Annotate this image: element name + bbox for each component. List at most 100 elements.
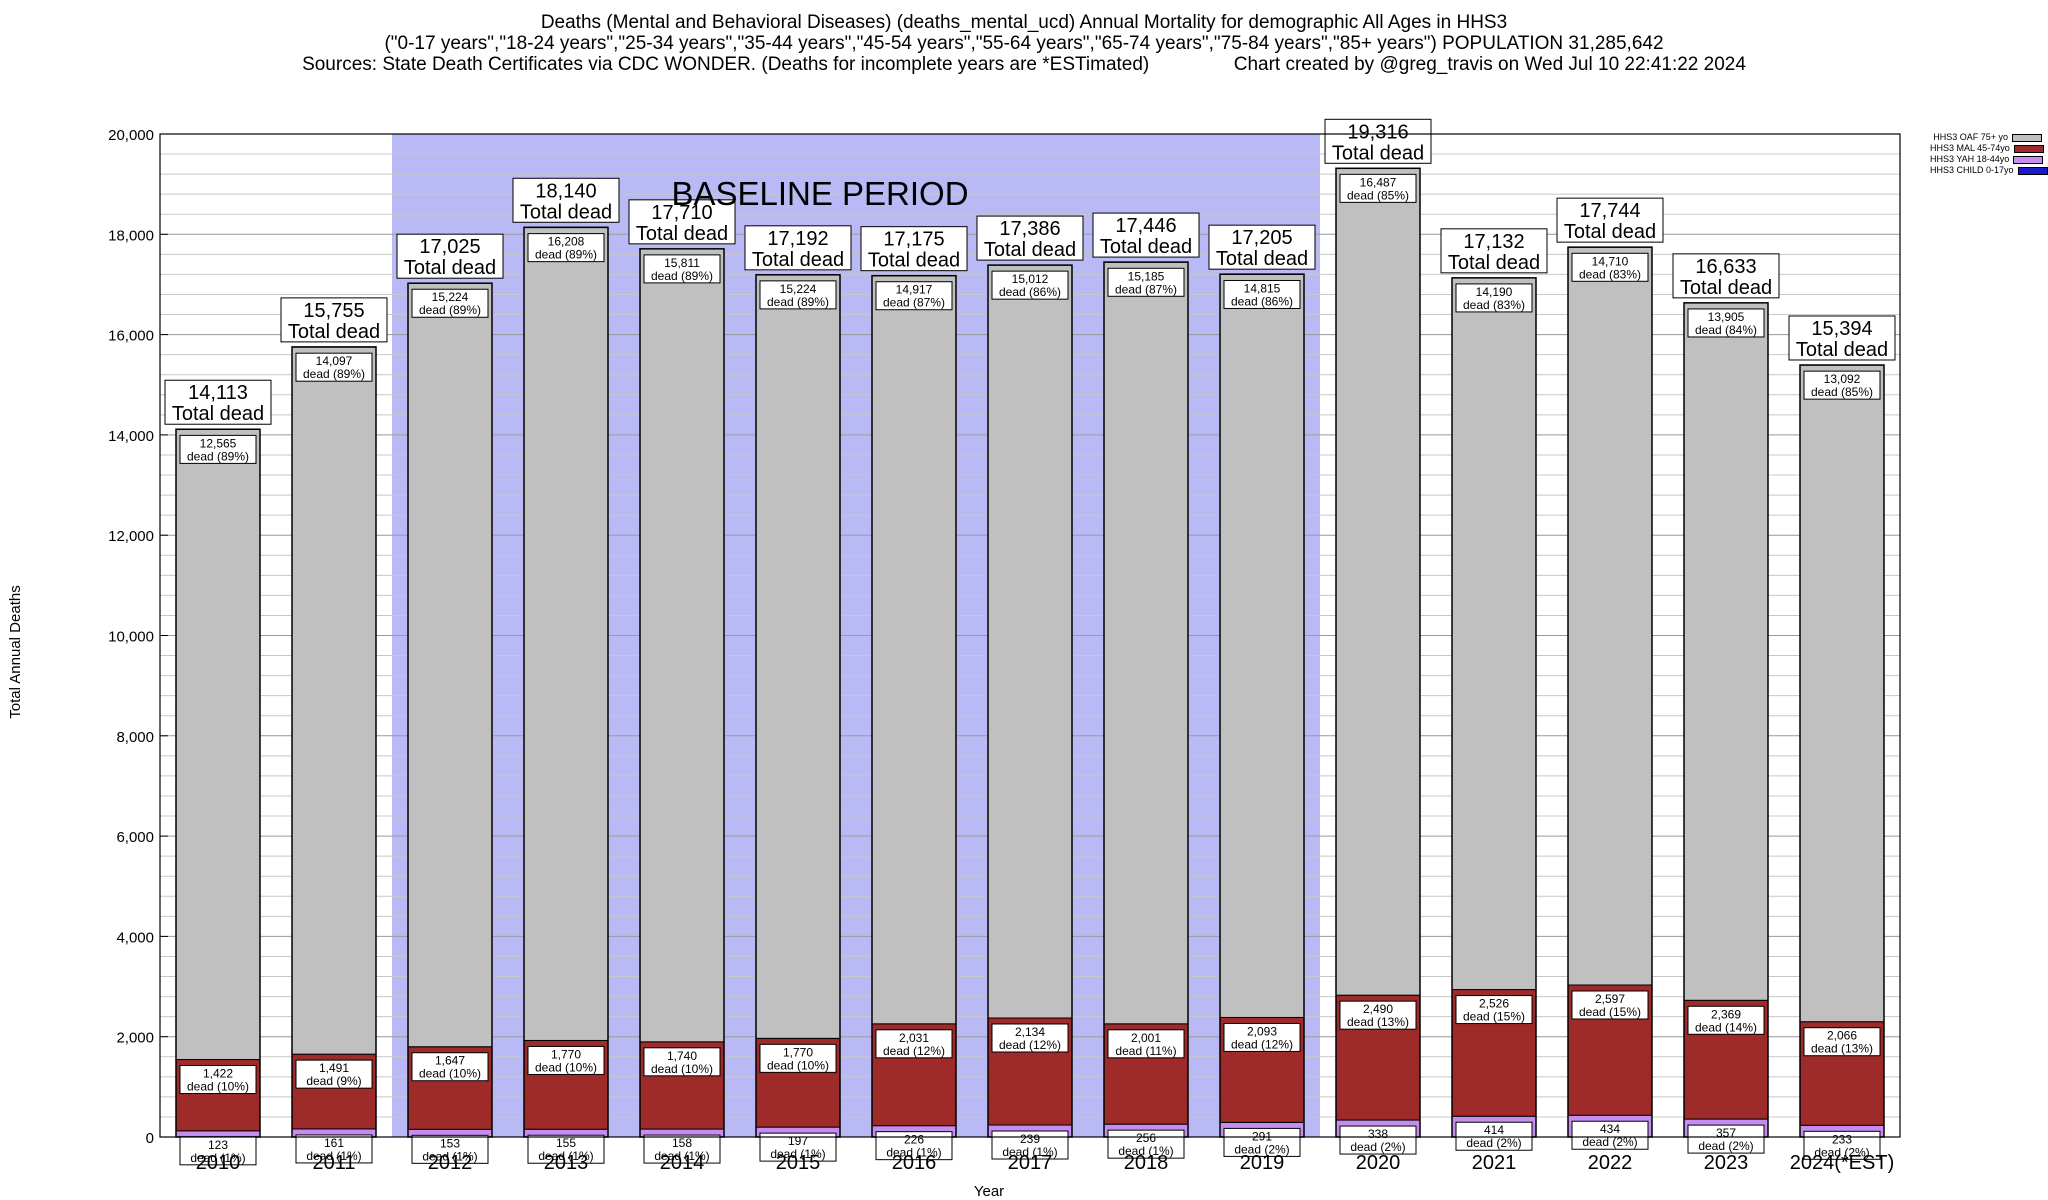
bar-segment [523, 227, 609, 1041]
segment-pct-label: dead (2%) [1698, 1139, 1753, 1153]
total-value-label: 17,205 [1231, 227, 1292, 249]
y-tick-label: 16,000 [108, 328, 154, 345]
total-label-box [1440, 228, 1548, 274]
total-suffix-label: Total dead [520, 201, 612, 223]
legend-swatch [2017, 166, 2048, 175]
y-tick-label: 2,000 [116, 1030, 154, 1047]
x-tick-label: 2023 [1704, 1152, 1749, 1174]
segment-value-label: 16,487 [1360, 175, 1397, 189]
segment-pct-label: dead (89%) [187, 449, 249, 463]
total-value-label: 17,710 [651, 202, 712, 224]
legend-swatch [2012, 133, 2042, 142]
total-label-box [164, 379, 272, 425]
x-tick-label: 2010 [196, 1152, 241, 1174]
total-label-box [1208, 224, 1316, 270]
segment-label-box [527, 1045, 605, 1075]
segment-label-box [643, 1047, 721, 1077]
total-label-box [628, 199, 736, 245]
segment-pct-label: dead (1%) [1118, 1144, 1173, 1158]
segment-pct-label: dead (10%) [651, 1062, 713, 1076]
chart-legend: HHS3 OAF 75+ yo HHS3 MAL 45-74yo HHS3 YA… [1930, 132, 2048, 176]
y-tick-label: 10,000 [108, 629, 154, 646]
segment-label-box [1455, 283, 1533, 313]
segment-value-label: 256 [1136, 1131, 1156, 1145]
segment-pct-label: dead (1%) [770, 1147, 825, 1161]
total-label-box [1788, 315, 1896, 361]
total-suffix-label: Total dead [1564, 221, 1656, 243]
segment-label-box [179, 1136, 257, 1166]
segment-value-label: 1,770 [783, 1045, 813, 1059]
segment-label-box [1339, 1000, 1417, 1030]
total-suffix-label: Total dead [404, 257, 496, 279]
segment-value-label: 14,190 [1476, 285, 1513, 299]
segment-pct-label: dead (89%) [767, 295, 829, 309]
segment-value-label: 16,208 [548, 235, 585, 249]
segment-value-label: 1,647 [435, 1054, 465, 1068]
total-suffix-label: Total dead [636, 223, 728, 245]
x-tick-label: 2015 [776, 1152, 821, 1174]
segment-value-label: 13,905 [1708, 310, 1745, 324]
segment-value-label: 15,811 [664, 256, 700, 270]
segment-label-box [1339, 173, 1417, 203]
segment-pct-label: dead (12%) [883, 1044, 945, 1058]
segment-value-label: 2,490 [1363, 1002, 1393, 1016]
segment-label-box [759, 280, 837, 310]
segment-pct-label: dead (13%) [1347, 1015, 1409, 1029]
segment-value-label: 233 [1832, 1132, 1852, 1146]
bar-segment [175, 1130, 261, 1138]
segment-label-box [1339, 1125, 1417, 1155]
total-suffix-label: Total dead [172, 403, 264, 425]
bar-segment [1451, 277, 1537, 991]
total-value-label: 17,175 [883, 229, 944, 251]
segment-value-label: 226 [904, 1133, 924, 1147]
segment-pct-label: dead (1%) [1002, 1145, 1057, 1159]
y-tick-label: 20,000 [108, 127, 154, 144]
segment-label-box [411, 288, 489, 318]
total-value-label: 15,394 [1811, 318, 1872, 340]
segment-pct-label: dead (10%) [767, 1058, 829, 1072]
segment-value-label: 1,740 [667, 1049, 697, 1063]
chart-title-line-1: Deaths (Mental and Behavioral Diseases) … [540, 12, 1508, 33]
segment-value-label: 2,369 [1711, 1007, 1741, 1021]
segment-label-box [295, 1059, 373, 1089]
total-value-label: 17,132 [1463, 231, 1524, 253]
segment-pct-label: dead (13%) [1811, 1042, 1873, 1056]
segment-pct-label: dead (89%) [535, 248, 597, 262]
segment-pct-label: dead (12%) [999, 1038, 1061, 1052]
segment-pct-label: dead (10%) [419, 1067, 481, 1081]
chart-title-line-3: Sources: State Death Certificates via CD… [302, 54, 1746, 75]
segment-pct-label: dead (86%) [1231, 294, 1293, 308]
bar-segment [291, 346, 377, 1055]
segment-label-box [295, 1134, 373, 1164]
segment-pct-label: dead (1%) [422, 1149, 477, 1163]
segment-pct-label: dead (83%) [1579, 267, 1641, 281]
total-label-box [976, 215, 1084, 261]
x-tick-label: 2021 [1472, 1152, 1517, 1174]
segment-label-box [875, 1029, 953, 1059]
bar-segment [1799, 364, 1885, 1023]
bar-segment [987, 264, 1073, 1019]
segment-label-box [411, 1052, 489, 1082]
segment-label-box [179, 1065, 257, 1095]
total-value-label: 17,386 [999, 218, 1060, 240]
y-tick-label: 6,000 [116, 829, 154, 846]
x-tick-label: 2017 [1008, 1152, 1053, 1174]
total-value-label: 14,113 [188, 382, 248, 404]
segment-value-label: 1,422 [203, 1067, 233, 1081]
segment-label-box [1223, 279, 1301, 309]
legend-label: HHS3 YAH 18-44yo [1930, 154, 2010, 164]
total-label-box [1556, 197, 1664, 243]
segment-value-label: 13,092 [1824, 372, 1861, 386]
segment-value-label: 414 [1484, 1123, 1504, 1137]
segment-pct-label: dead (84%) [1695, 323, 1757, 337]
segment-label-box [1455, 995, 1533, 1025]
x-tick-label: 2014 [660, 1152, 705, 1174]
segment-value-label: 338 [1368, 1127, 1388, 1141]
y-tick-label: 8,000 [116, 729, 154, 746]
segment-pct-label: dead (1%) [654, 1149, 709, 1163]
segment-pct-label: dead (2%) [1814, 1145, 1869, 1159]
segment-pct-label: dead (83%) [1463, 298, 1525, 312]
total-label-box [396, 233, 504, 279]
x-tick-label: 2020 [1356, 1152, 1401, 1174]
baseline-period-label: BASELINE PERIOD [671, 175, 968, 212]
